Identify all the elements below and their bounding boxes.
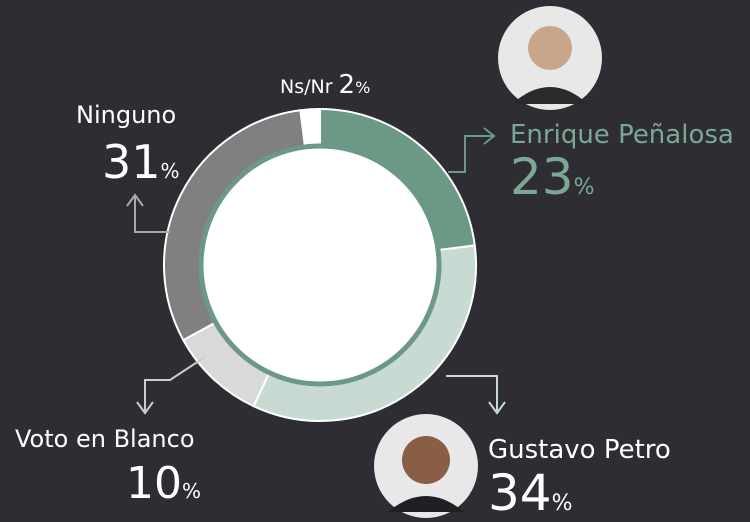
unit: % (182, 479, 201, 503)
value: 10 (126, 458, 182, 509)
photo-body (512, 87, 588, 104)
arrowhead (488, 401, 506, 415)
arrowhead (126, 193, 144, 207)
value: 2 (339, 70, 356, 100)
photo-body (388, 496, 464, 512)
value-label: 31% (102, 135, 180, 189)
segment-label: Ninguno (76, 101, 176, 129)
donut (163, 107, 477, 422)
arrow (134, 196, 170, 233)
value-label: 10% (126, 458, 201, 509)
value-label: Ns/Nr 2% (280, 70, 370, 100)
value: 34 (488, 464, 552, 522)
photo-face (528, 26, 572, 70)
segment-label: Ns/Nr (280, 76, 333, 98)
arrowhead (483, 127, 496, 145)
arrow (144, 356, 206, 412)
arrow (448, 135, 493, 173)
value: 23 (510, 148, 574, 206)
segment-label: Gustavo Petro (488, 435, 671, 465)
unit: % (574, 175, 595, 200)
unit: % (552, 491, 573, 516)
segment-label: Voto en Blanco (15, 425, 195, 453)
arrow (446, 375, 498, 412)
value-label: 34% (488, 464, 573, 522)
value: 31 (102, 135, 161, 189)
arrowhead (136, 401, 154, 415)
photo-face (402, 436, 450, 484)
donut-hole (198, 143, 442, 387)
unit: % (355, 78, 370, 97)
segment-label: Enrique Peñalosa (510, 120, 734, 150)
value-label: 23% (510, 148, 595, 206)
unit: % (161, 159, 180, 183)
